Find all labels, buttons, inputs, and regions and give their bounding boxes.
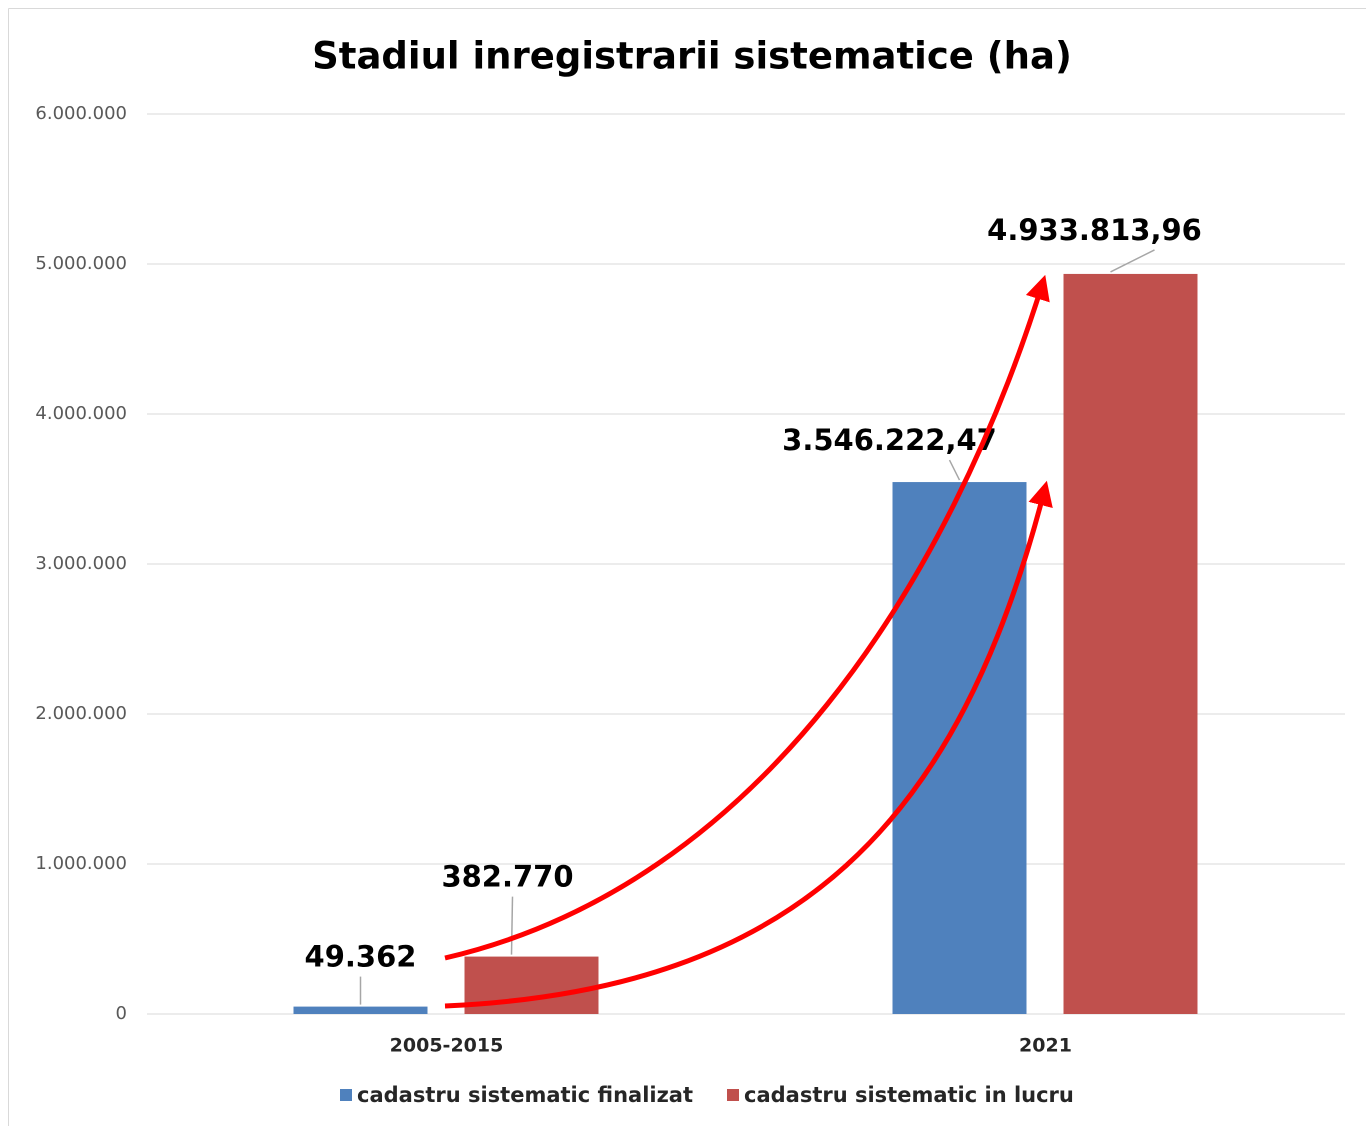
legend-swatch [727,1089,739,1101]
leader-line [948,459,961,481]
y-tick-label: 2.000.000 [35,703,127,724]
data-label: 4.933.813,96 [987,213,1202,247]
arrow [444,274,1050,961]
chart-title: Stadiul inregistrarii sistematice (ha) [312,35,1072,78]
leader-line [510,896,514,955]
data-label: 3.546.222,47 [782,423,997,457]
y-tick-label: 4.000.000 [35,403,127,424]
x-tick-label: 2021 [1019,1035,1072,1057]
y-tick-label: 0 [116,1003,127,1024]
x-tick-label: 2005-2015 [390,1035,504,1057]
legend-label: cadastru sistematic in lucru [744,1083,1074,1107]
leader-line [1110,249,1155,273]
y-tick-label: 3.000.000 [35,553,127,574]
bar [1063,273,1198,1014]
legend-label: cadastru sistematic finalizat [357,1083,693,1107]
data-label: 49.362 [305,940,417,974]
arrow [444,480,1053,1009]
bar [293,1006,428,1014]
y-tick-label: 1.000.000 [35,853,127,874]
legend-swatch [340,1089,352,1101]
y-tick-label: 5.000.000 [35,253,127,274]
y-tick-label: 6.000.000 [35,103,127,124]
data-label: 382.770 [441,860,573,894]
bar [892,482,1027,1014]
plot-area: 0 1.000.000 2.000.000 3.000.000 4.000.000 5.0… [35,103,1345,1107]
